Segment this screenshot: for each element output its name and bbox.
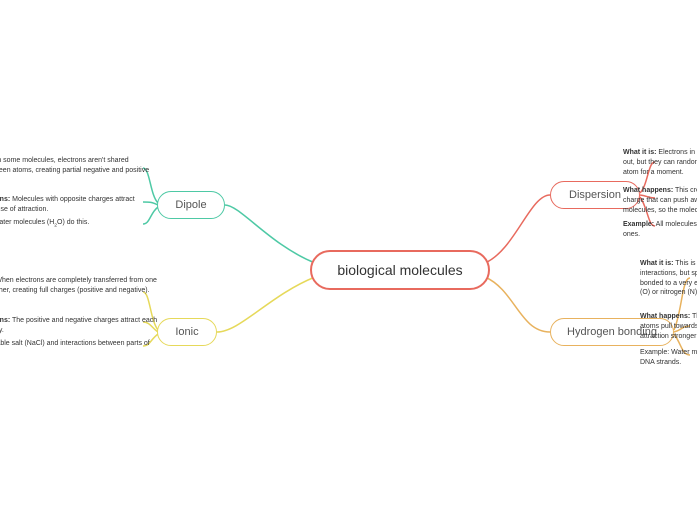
- connector: [217, 277, 315, 332]
- branch-ionic[interactable]: Ionic: [157, 318, 217, 346]
- connector: [485, 277, 550, 332]
- branch-dipole[interactable]: Dipole: [157, 191, 225, 219]
- leaf-dipole-1: What happens: Molecules with opposite ch…: [0, 195, 150, 215]
- leaf-dispersion-1: What happens: This creates a tiny tempor…: [623, 186, 697, 215]
- leaf-hydrogen-1: What happens: The H(positive side) and n…: [640, 312, 697, 341]
- leaf-dipole-2: Example: Water molecules (H2O) do this.: [0, 218, 150, 230]
- leaf-dispersion-2: Example: All molecules have these, even …: [623, 220, 697, 240]
- leaf-ionic-2: Example: Table salt (NaCl) and interacti…: [0, 339, 160, 359]
- center-node[interactable]: biological molecules: [310, 250, 490, 290]
- leaf-hydrogen-0: What it is: This is a special type of di…: [640, 259, 697, 298]
- leaf-dispersion-0: What it is: Electrons in atoms are usual…: [623, 148, 697, 177]
- connector: [225, 205, 315, 263]
- leaf-ionic-1: What happens: The positive and negative …: [0, 316, 160, 336]
- leaf-hydrogen-2: Example: Water molecules, and the bonds …: [640, 348, 697, 368]
- leaf-ionic-0: What it is: When electrons are completel…: [0, 276, 160, 296]
- connector: [485, 195, 550, 263]
- leaf-dipole-0: What it is: In some molecules, electrons…: [0, 156, 150, 185]
